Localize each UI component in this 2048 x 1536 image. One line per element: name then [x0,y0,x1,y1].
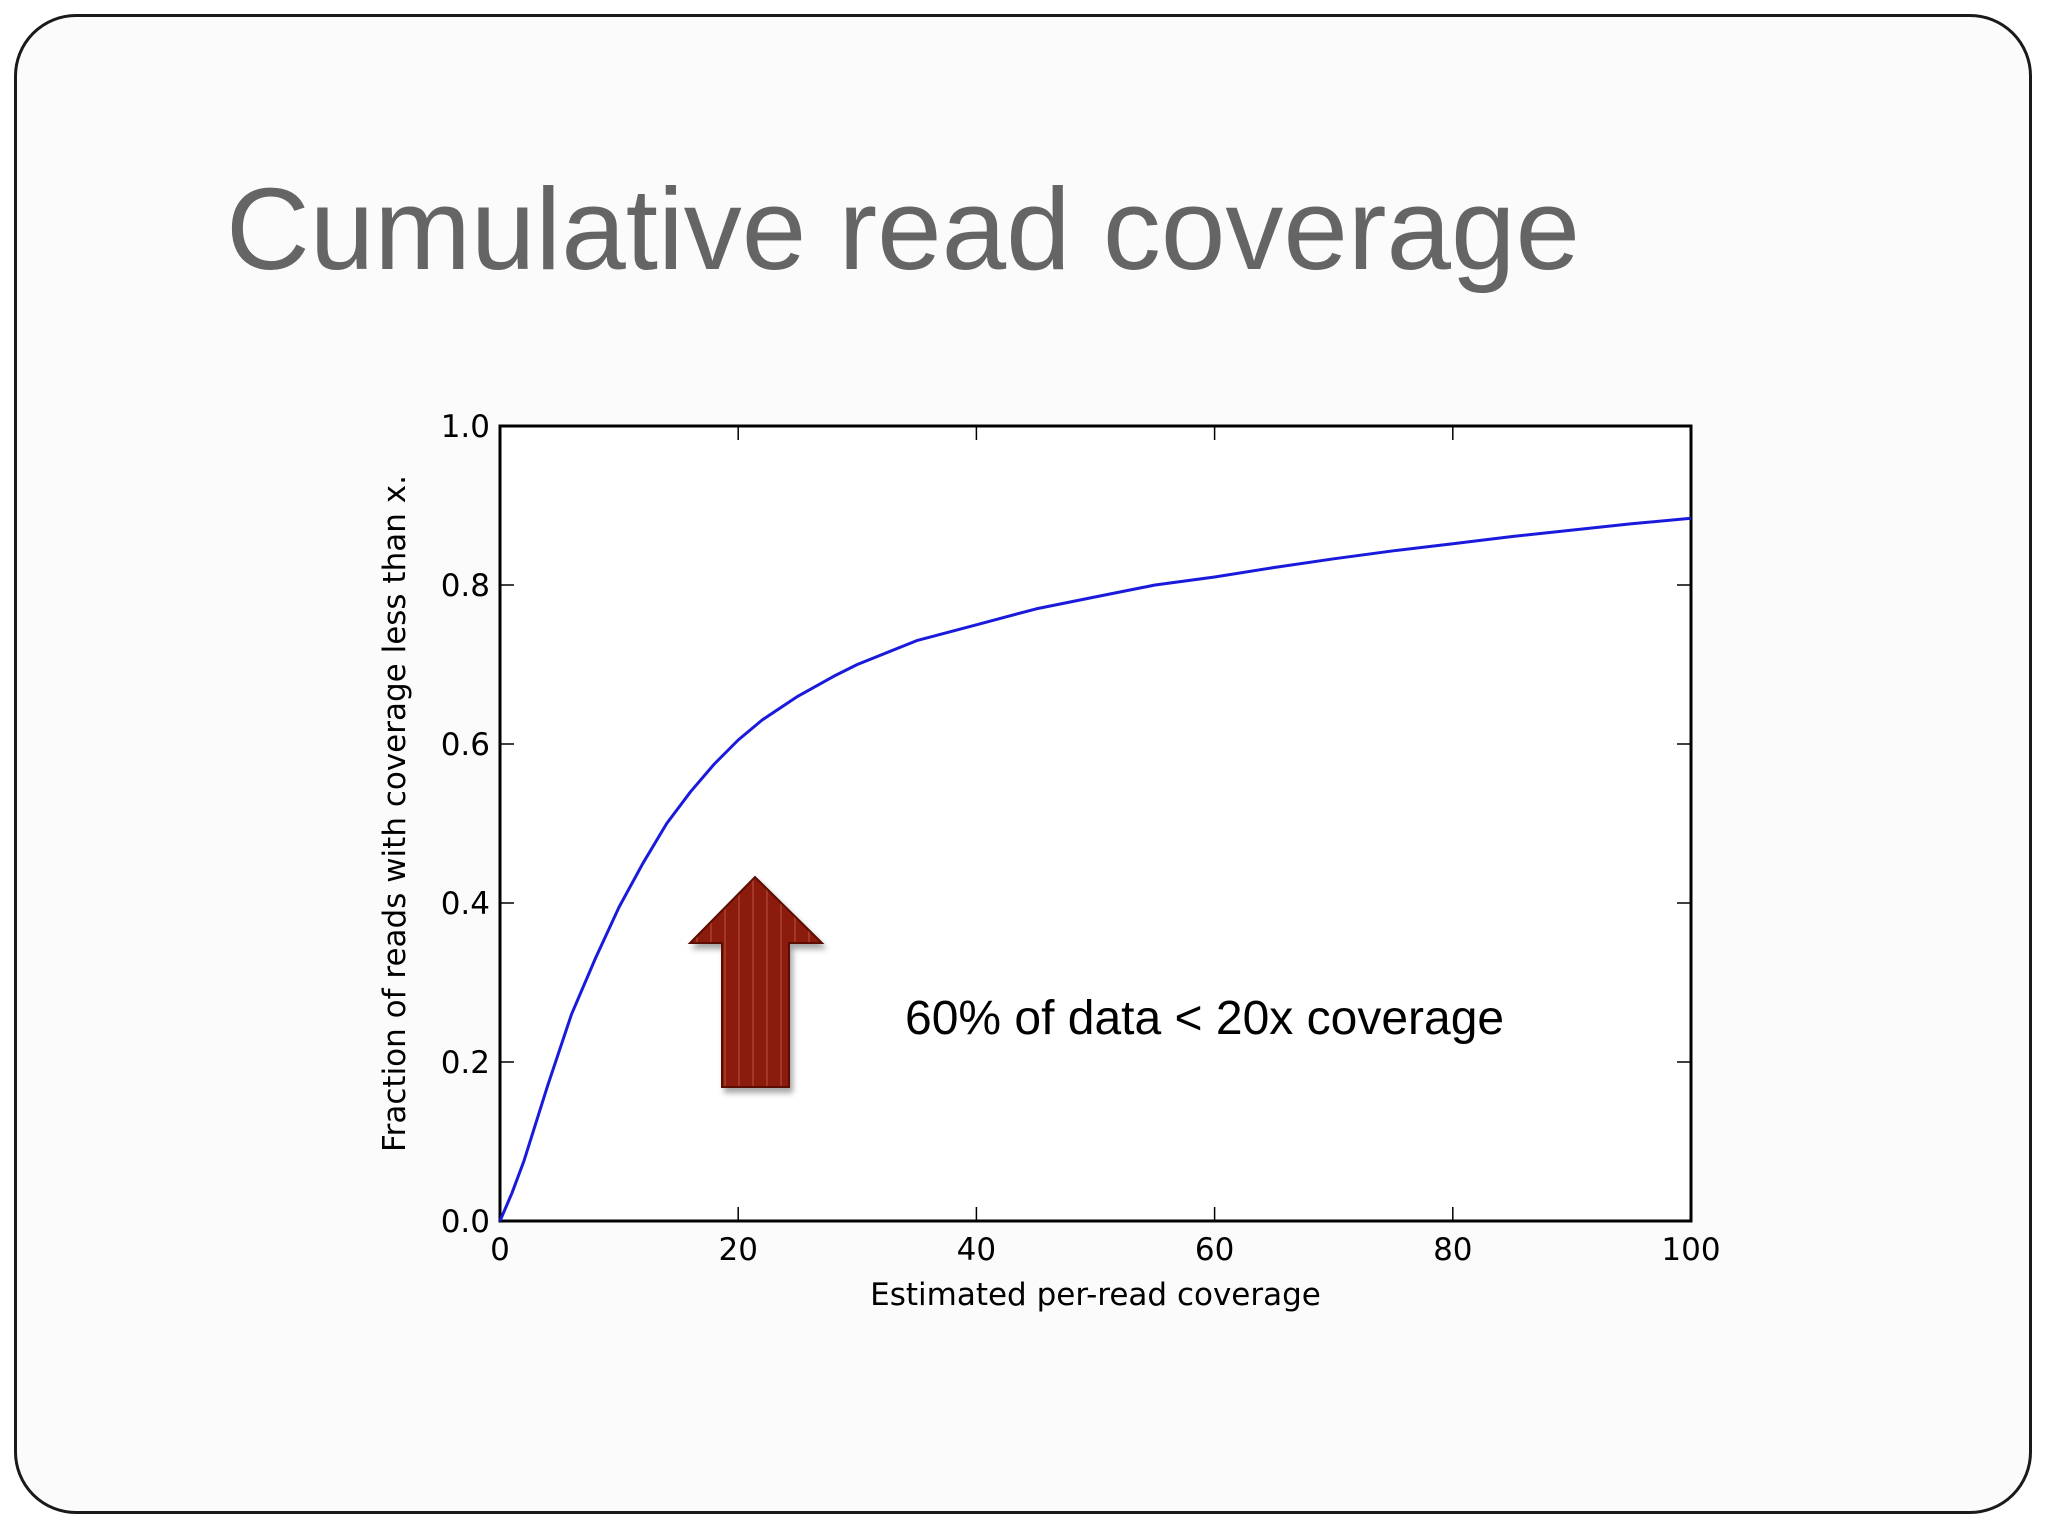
x-tick-label: 100 [1661,1232,1720,1268]
y-tick-label: 0.6 [441,727,490,763]
x-tick-label: 40 [957,1232,996,1268]
y-tick-label: 0.0 [441,1204,490,1240]
x-tick-label: 60 [1195,1232,1234,1268]
slide-title: Cumulative read coverage [226,164,1581,294]
plot-layer: 0 20 40 60 80 100 0.0 0.2 0.4 0.6 0.8 1.0 Estimated … [377,409,1721,1313]
y-tick-label: 0.2 [441,1045,490,1081]
x-axis-label: Estimated per-read coverage [870,1277,1321,1313]
y-tick-label: 1.0 [441,409,490,445]
plot-frame [498,424,1693,1223]
x-tick-label: 20 [718,1232,757,1268]
y-axis-label: Fraction of reads with coverage less tha… [377,475,413,1152]
annotation-text: 60% of data < 20x coverage [905,992,1504,1045]
series-line-0 [498,516,1692,1222]
y-tick-label: 0.4 [441,886,490,922]
y-tick-label: 0.8 [441,568,490,604]
up-arrow-icon [687,875,825,1088]
x-tick-label: 0 [490,1232,510,1268]
x-tick-label: 80 [1433,1232,1472,1268]
